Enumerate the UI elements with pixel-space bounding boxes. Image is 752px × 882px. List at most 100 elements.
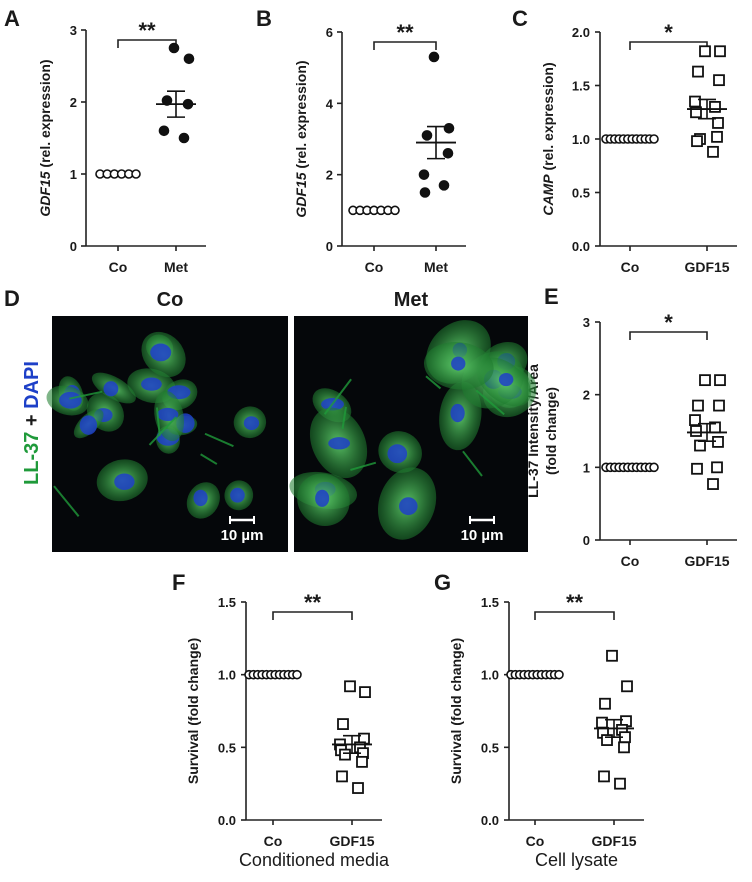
y-tick-label: 0: [326, 239, 333, 254]
data-point: [606, 649, 618, 662]
data-point: [599, 697, 611, 710]
cell-nucleus: [451, 356, 466, 371]
data-point: [352, 782, 364, 794]
cell-nucleus: [450, 403, 465, 423]
x-category-label: GDF15: [329, 833, 374, 849]
data-point: [344, 680, 356, 693]
y-tick-label: 1.5: [218, 595, 236, 610]
data-point: [707, 478, 719, 490]
significance-bracket: [272, 611, 353, 620]
x-category-label: Co: [264, 833, 283, 849]
cell-nucleus: [141, 377, 162, 391]
cell-process: [155, 407, 161, 436]
chart-panel-g: G 0.0 0.5 1.0 1.5 Co GDF15 Survival (fold chang…: [434, 570, 644, 870]
data-point: [359, 686, 371, 699]
y-tick-label: 0.0: [572, 239, 590, 254]
cell-process: [462, 450, 483, 477]
micrograph-co: Co 10 µm: [46, 289, 288, 552]
panel-letter: E: [544, 284, 559, 309]
y-tick-label: 6: [326, 25, 333, 40]
data-point: [712, 117, 724, 129]
data-point: [178, 132, 190, 144]
data-point: [168, 42, 180, 54]
chart-panel-a: A 0 1 2 3 Co Met GDF15 (rel. expression) **: [4, 6, 206, 275]
cell-process: [204, 432, 234, 448]
cell-nucleus: [498, 372, 514, 387]
y-tick-label: 1: [583, 460, 590, 475]
scale-bar-label: 10 µm: [461, 527, 504, 544]
data-point: [690, 106, 702, 119]
y-tick-label: 1.5: [572, 79, 590, 94]
y-tick-label: 0.5: [218, 740, 236, 755]
micrograph-met: Met 10 µm: [289, 289, 537, 552]
x-category-label: GDF15: [684, 259, 729, 275]
y-tick-label: 1.0: [572, 132, 590, 147]
micrograph-panel-d: D LL-37 + DAPI Co 10 µm Met 10 µm: [4, 286, 537, 552]
scale-bar-label: 10 µm: [221, 527, 264, 544]
data-point: [419, 187, 431, 198]
x-category-label: Met: [424, 259, 448, 275]
data-point: [292, 669, 302, 680]
micrograph-title: Co: [157, 289, 184, 311]
cell-nucleus: [150, 343, 172, 362]
data-point: [699, 45, 711, 58]
cell-process: [53, 485, 80, 517]
y-axis-label: GDF15 (rel. expression): [293, 60, 309, 217]
data-point: [421, 130, 433, 141]
significance-label: *: [664, 310, 673, 335]
y-tick-label: 1.0: [218, 668, 236, 683]
cell-process: [475, 389, 505, 416]
y-tick-label: 0: [583, 533, 590, 548]
panel-caption: Conditioned media: [239, 850, 390, 870]
significance-bracket: [534, 611, 615, 620]
y-axis-label: CAMP (rel. expression): [540, 62, 556, 215]
y-tick-label: 1: [70, 167, 77, 182]
x-category-label: Co: [365, 259, 384, 275]
chart-panel-c: C 0.0 0.5 1.0 1.5 2.0 Co GDF15 CAMP (rel. expres…: [512, 6, 737, 275]
data-point: [438, 180, 450, 191]
data-point: [690, 425, 702, 437]
significance-bracket: [629, 331, 708, 340]
y-tick-label: 0.5: [572, 186, 590, 201]
y-axis-label: Survival (fold change): [185, 638, 201, 784]
cell-nucleus: [114, 473, 135, 490]
significance-label: *: [664, 20, 673, 45]
data-point: [707, 145, 719, 158]
y-tick-label: 1.5: [481, 595, 499, 610]
data-point: [713, 399, 725, 412]
x-category-label: Co: [109, 259, 128, 275]
cell-process: [148, 416, 177, 446]
data-point: [713, 74, 725, 87]
cell-nucleus: [79, 415, 98, 435]
y-tick-label: 1.0: [481, 668, 499, 683]
data-point: [649, 134, 659, 144]
chart-panel-b: B 0 2 4 6 Co Met GDF15 (rel. expression) **: [256, 6, 466, 275]
cell-nucleus: [156, 407, 179, 421]
cell-process: [350, 461, 377, 471]
data-point: [621, 680, 633, 693]
x-category-label: GDF15: [591, 833, 636, 849]
data-point: [649, 462, 659, 473]
data-point: [336, 770, 348, 783]
significance-label: **: [566, 590, 584, 615]
data-point: [711, 130, 723, 143]
panel-letter: F: [172, 570, 185, 595]
cell-process: [323, 378, 352, 415]
y-tick-label: 0.0: [218, 813, 236, 828]
data-point: [554, 669, 564, 680]
data-point: [131, 169, 141, 179]
data-point: [598, 770, 610, 783]
data-point: [714, 374, 726, 387]
data-point: [390, 205, 400, 216]
data-point: [158, 125, 170, 137]
significance-label: **: [304, 590, 322, 615]
panel-caption: Cell lysate: [535, 850, 618, 870]
data-point: [692, 399, 704, 412]
data-point: [618, 741, 630, 754]
y-tick-label: 0.5: [481, 740, 499, 755]
panel-letter: C: [512, 6, 528, 31]
data-point: [691, 462, 703, 475]
y-tick-label: 4: [326, 96, 334, 111]
y-tick-label: 2: [326, 168, 333, 183]
